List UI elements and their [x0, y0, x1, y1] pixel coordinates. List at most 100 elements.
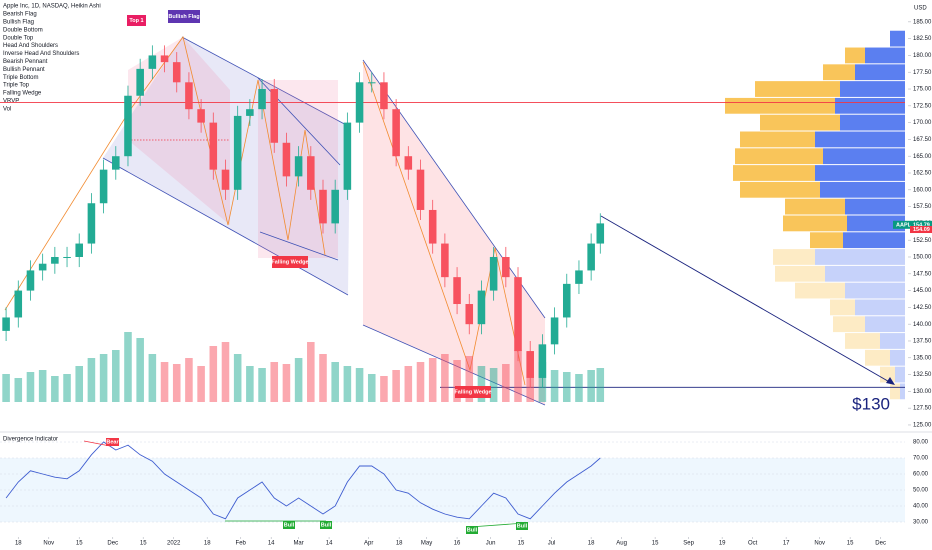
y-tick-label: 30.00	[913, 520, 929, 526]
volume-bar	[416, 362, 425, 402]
y-tick-label: 145.00	[913, 288, 932, 294]
x-tick-label: Aug	[616, 541, 627, 547]
volume-bar	[209, 346, 218, 402]
vrvp-down	[890, 383, 900, 400]
channel-line	[181, 36, 351, 128]
y-tick-label: 132.50	[913, 372, 932, 378]
candle-body	[197, 109, 205, 123]
volume-bar	[270, 362, 279, 402]
candle-body	[282, 142, 291, 177]
zigzag	[4, 36, 326, 311]
vrvp-up	[865, 47, 905, 64]
legend-item: Bullish Pennant	[3, 67, 45, 73]
legend-item: Falling Wedge	[3, 91, 42, 97]
volume-bar	[319, 354, 327, 402]
candle-body	[502, 256, 510, 278]
x-tick-label: 18	[204, 541, 211, 547]
y-tick-label: 175.00	[913, 87, 932, 93]
x-tick-label: Nov	[43, 541, 54, 547]
vrvp-down	[775, 265, 825, 282]
x-tick-label: 15	[652, 541, 659, 547]
y-tick-label: 170.00	[913, 120, 932, 126]
y-tick-label: 160.00	[913, 187, 932, 193]
vrvp-up	[843, 232, 905, 249]
x-tick-label: 16	[454, 541, 461, 547]
signal-box	[516, 522, 528, 530]
axis-unit: USD	[914, 6, 927, 12]
candle-body	[380, 82, 388, 110]
signal-box	[466, 526, 478, 534]
signal-box	[106, 438, 119, 446]
candle-body	[489, 256, 498, 291]
y-tick-label: 152.50	[913, 238, 932, 244]
candle-body	[416, 169, 425, 210]
candle-body	[2, 317, 10, 331]
x-tick-label: Mar	[293, 541, 303, 547]
candle-body	[294, 156, 303, 177]
y-tick-label: 165.00	[913, 154, 932, 160]
candle-body	[185, 82, 193, 110]
vrvp-down	[740, 181, 820, 198]
y-tick-label: 185.00	[913, 19, 932, 25]
volume-bar	[87, 358, 96, 402]
vrvp-down	[865, 349, 890, 366]
target-label: $130	[852, 394, 890, 413]
vrvp-up	[815, 249, 905, 265]
vrvp-up	[880, 333, 905, 349]
y-tick-label: 177.50	[913, 70, 932, 76]
drawings-front: $130 Top 1 Bullish Flag Falling Wedge Fa…	[3, 4, 932, 534]
candle-body	[75, 243, 84, 257]
legend-item: Bearish Pennant	[3, 59, 48, 65]
volume-bar	[14, 378, 23, 402]
vrvp-down	[733, 165, 815, 181]
y-tick-label: 162.50	[913, 171, 932, 177]
price-tag-symbol: AAPL	[896, 222, 912, 228]
vrvp-up	[890, 30, 905, 47]
x-tick-label: 15	[847, 541, 854, 547]
signal-box	[320, 521, 332, 529]
vrvp-down	[880, 366, 895, 383]
signal-label: Bull	[467, 527, 478, 533]
x-tick-label: 15	[518, 541, 525, 547]
candle-body	[367, 82, 376, 84]
candle-body	[596, 223, 605, 244]
candle-body	[477, 290, 486, 325]
candle-body	[441, 243, 449, 278]
volume-bar	[441, 354, 449, 402]
candle-body	[428, 209, 437, 244]
volume-bar	[343, 366, 352, 402]
legend-item: Double Top	[3, 35, 34, 41]
signal-label: Bull	[321, 522, 332, 528]
volume-bar	[136, 338, 144, 402]
y-tick-label: 60.00	[913, 472, 929, 478]
volume-bar	[514, 350, 522, 402]
vrvp-up	[820, 181, 905, 198]
vrvp-down	[725, 97, 835, 114]
legend-item: Bearish Flag	[3, 12, 37, 18]
x-tick-label: Sep	[683, 541, 694, 547]
vrvp-up	[855, 64, 905, 81]
x-tick-label: Jul	[548, 541, 556, 547]
candle-body	[270, 89, 279, 143]
volume-bar	[26, 372, 35, 402]
pattern-label: Falling Wedge	[454, 389, 491, 395]
vrvp-up	[847, 215, 905, 232]
arrow-head	[886, 377, 895, 385]
y-tick-label: 180.00	[913, 53, 932, 59]
volume-bar	[258, 368, 266, 402]
signal-label: Bull	[517, 523, 528, 529]
price-tag-value: 154.09	[913, 227, 930, 233]
x-tick-label: Oct	[748, 541, 758, 547]
vrvp-down	[773, 249, 815, 265]
candle-body	[404, 156, 413, 170]
legend-item: Head And Shoulders	[3, 43, 58, 49]
vrvp-down	[755, 81, 840, 97]
volume-bar	[355, 368, 364, 402]
candle-body	[87, 203, 96, 244]
candle-body	[38, 263, 47, 271]
vrvp-down	[785, 198, 845, 215]
x-tick-label: 18	[588, 541, 595, 547]
vrvp-down	[833, 316, 865, 333]
price-tag-value: 154.79	[913, 222, 930, 228]
y-tick-label: 140.00	[913, 322, 932, 328]
